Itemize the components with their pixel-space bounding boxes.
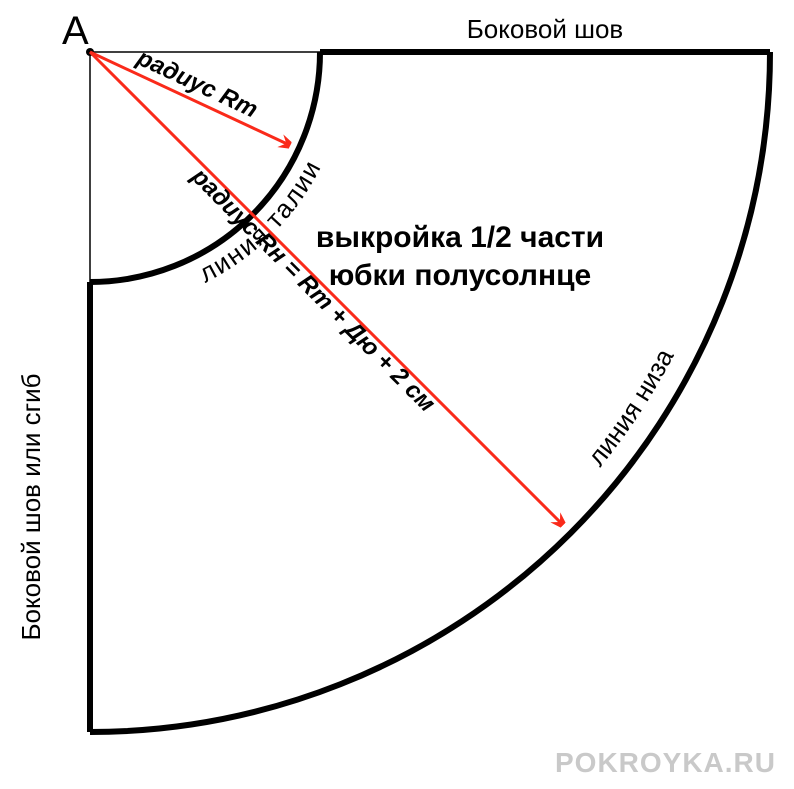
label-edge-left: Боковой шов или сгиб [16,373,46,640]
label-hem: линия низа [581,343,679,471]
label-point-a: А [62,9,89,53]
watermark-text: POKROYKA.RU [555,747,776,779]
label-edge-top: Боковой шов [467,14,624,44]
title-line-1: выкройка 1/2 части [316,221,604,254]
title-line-2: юбки полусолнце [329,259,591,292]
